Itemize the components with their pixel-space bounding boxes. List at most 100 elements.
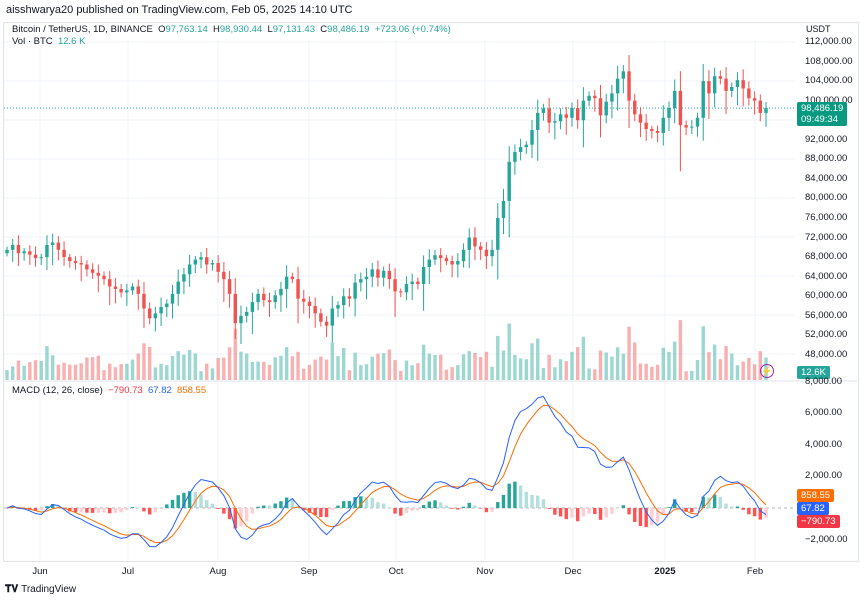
candle-body bbox=[125, 290, 129, 293]
macd-histogram-bar bbox=[187, 491, 192, 508]
volume-bar bbox=[239, 351, 243, 380]
price-axis-label: 68,000.00 bbox=[805, 251, 848, 263]
hist-tag: −790.73 bbox=[797, 515, 840, 528]
volume-bar bbox=[125, 363, 129, 380]
candle-body bbox=[336, 305, 340, 309]
candle-body bbox=[587, 95, 591, 101]
macd-histogram-bar bbox=[256, 506, 260, 508]
macd-histogram-bar bbox=[707, 497, 711, 508]
price-axis-label: 56,000.00 bbox=[805, 309, 848, 321]
macd-histogram-bar bbox=[330, 508, 334, 511]
macd-histogram-bar bbox=[56, 505, 61, 508]
candle-body bbox=[16, 244, 21, 254]
volume-bar bbox=[416, 363, 420, 380]
price-axis-label: 64,000.00 bbox=[805, 270, 848, 282]
macd-histogram-bar bbox=[393, 508, 397, 514]
volume-bar bbox=[553, 367, 557, 380]
macd-histogram-bar bbox=[735, 506, 740, 508]
candle-body bbox=[284, 276, 289, 289]
volume-bar bbox=[273, 357, 277, 380]
macd-histogram-bar bbox=[324, 508, 329, 518]
candle-body bbox=[170, 293, 175, 304]
time-axis-label: 2025 bbox=[654, 566, 676, 577]
macd-histogram-bar bbox=[541, 499, 546, 508]
candle-body bbox=[524, 144, 529, 148]
candle-body bbox=[421, 266, 426, 285]
macd-histogram-bar bbox=[381, 503, 386, 508]
macd-axis-label: −2,000.00 bbox=[805, 533, 848, 545]
candle-body bbox=[644, 122, 648, 130]
signal-tag: 858.55 bbox=[797, 489, 835, 502]
macd-histogram-bar bbox=[125, 508, 129, 511]
macd-histogram-bar bbox=[695, 508, 700, 510]
macd-histogram-bar bbox=[575, 508, 580, 522]
volume-bar bbox=[244, 353, 249, 380]
macd-histogram-bar bbox=[153, 508, 158, 513]
macd-histogram-bar bbox=[244, 508, 249, 522]
candle-body bbox=[353, 282, 357, 299]
macd-histogram-bar bbox=[484, 508, 489, 513]
macd-histogram-bar bbox=[524, 491, 529, 508]
macd-histogram-bar bbox=[267, 505, 272, 508]
chart-frame bbox=[3, 22, 859, 562]
volume-bar bbox=[667, 351, 671, 380]
candle-body bbox=[147, 308, 152, 319]
macd-histogram-bar bbox=[587, 508, 591, 514]
macd-histogram-bar bbox=[113, 508, 118, 513]
candle-body bbox=[730, 86, 734, 91]
candle-body bbox=[633, 100, 637, 115]
symbol-name[interactable]: Bitcoin / TetherUS, 1D, BINANCE bbox=[12, 24, 153, 35]
lightning-icon[interactable]: ⚡ bbox=[760, 364, 774, 378]
currency-label[interactable]: USDT bbox=[806, 24, 831, 34]
candle-body bbox=[701, 81, 705, 118]
candle-body bbox=[547, 108, 551, 123]
macd-hist-value: −790.73 bbox=[108, 385, 143, 396]
candle-body bbox=[530, 130, 534, 145]
signal-line bbox=[6, 404, 767, 543]
volume-bar bbox=[541, 368, 546, 380]
macd-histogram-bar bbox=[661, 508, 665, 515]
volume-bar bbox=[296, 351, 300, 380]
volume-bar bbox=[96, 355, 101, 380]
candle-body bbox=[610, 93, 614, 102]
macd-histogram-bar bbox=[570, 508, 574, 518]
candle-body bbox=[650, 129, 654, 131]
candle-body bbox=[678, 90, 683, 126]
volume-label: Vol · BTC bbox=[12, 36, 53, 47]
macd-histogram-bar bbox=[513, 481, 517, 508]
tradingview-logo[interactable]: 𝐓𝐕 TradingView bbox=[5, 584, 76, 595]
macd-histogram-bar bbox=[501, 494, 506, 508]
candle-body bbox=[279, 288, 283, 296]
candle-body bbox=[735, 80, 740, 87]
macd-histogram-bar bbox=[758, 508, 763, 520]
macd-histogram-bar bbox=[507, 483, 511, 508]
macd-label[interactable]: MACD (12, 26, close) bbox=[12, 385, 103, 396]
macd-histogram-bar bbox=[233, 508, 237, 529]
candle-body bbox=[165, 303, 169, 308]
macd-histogram-bar bbox=[73, 508, 78, 513]
candle-body bbox=[541, 108, 546, 113]
open-label: O bbox=[158, 24, 166, 35]
volume-bar bbox=[427, 353, 432, 380]
time-axis-label: Sep bbox=[300, 566, 318, 577]
macd-histogram-bar bbox=[553, 508, 557, 515]
candle-body bbox=[302, 298, 306, 302]
macd-histogram-bar bbox=[490, 508, 494, 512]
candle-body bbox=[575, 108, 580, 121]
volume-bar bbox=[490, 366, 494, 380]
time-axis-label: Jul bbox=[121, 566, 135, 577]
candle-body bbox=[461, 249, 466, 262]
macd-histogram-bar bbox=[119, 508, 123, 513]
candle-body bbox=[313, 306, 317, 314]
macd-histogram-bar bbox=[684, 508, 688, 512]
candle-body bbox=[210, 263, 215, 265]
macd-histogram-bar bbox=[450, 508, 454, 509]
volume-bar bbox=[610, 356, 614, 380]
candle-body bbox=[176, 281, 180, 294]
volume-bar bbox=[518, 358, 523, 380]
volume-bar bbox=[695, 360, 700, 380]
candle-body bbox=[153, 313, 158, 319]
macd-histogram-bar bbox=[307, 508, 312, 513]
candle-body bbox=[581, 100, 586, 121]
